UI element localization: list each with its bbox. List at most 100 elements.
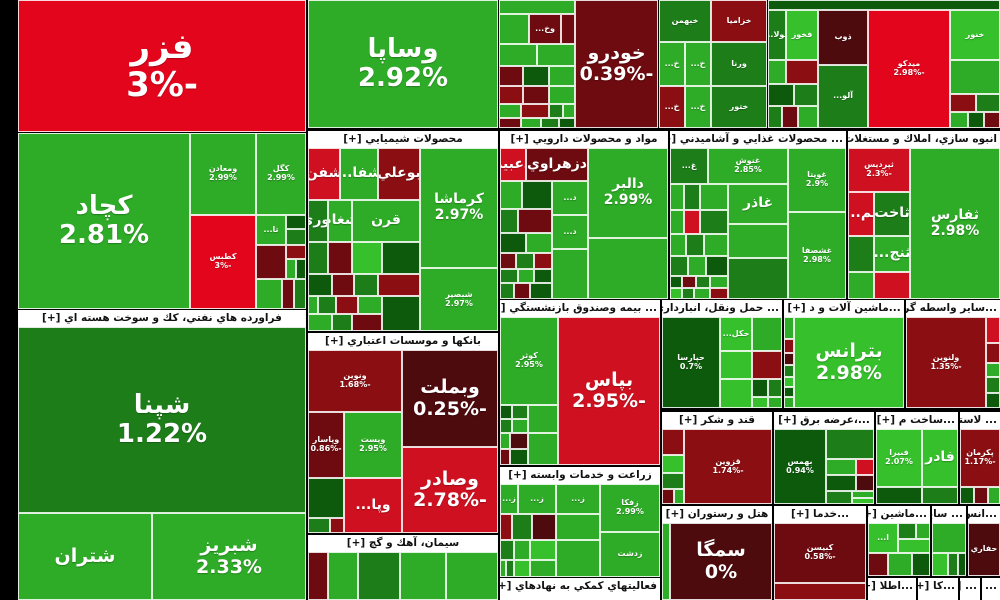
treemap-cell[interactable]: كبيسن -0.58% — [774, 523, 866, 583]
sector-group-services[interactable]: ...خدما [+] كبيسن -0.58% — [774, 506, 866, 600]
treemap-cell[interactable] — [499, 44, 537, 66]
treemap-cell[interactable] — [530, 560, 556, 577]
treemap-cell[interactable] — [378, 274, 420, 296]
treemap-cell[interactable]: بوعلي — [378, 148, 420, 200]
treemap-cell[interactable] — [784, 377, 794, 387]
treemap-cell[interactable] — [852, 491, 874, 498]
treemap-cell[interactable] — [984, 112, 1000, 128]
treemap-cell[interactable] — [256, 245, 286, 279]
treemap-cell[interactable] — [308, 518, 330, 533]
treemap-cell[interactable]: ز... — [500, 484, 518, 514]
sector-group-drilling-services[interactable]: ...انس [+] حفاري — [968, 506, 1000, 576]
treemap-cell[interactable] — [530, 540, 556, 560]
treemap-cell[interactable] — [382, 242, 420, 274]
treemap-cell[interactable] — [986, 393, 1000, 408]
treemap-cell[interactable]: ثپرديس -2.3% — [848, 148, 910, 192]
sector-header[interactable]: زراعت و خدمات وابسته [+] — [500, 467, 660, 484]
sector-header[interactable]: ... حمل ونقل، انبارداري [+] — [662, 300, 782, 317]
treemap-cell[interactable] — [784, 353, 794, 365]
treemap-cell[interactable] — [308, 242, 328, 274]
treemap-cell[interactable] — [308, 314, 332, 331]
treemap-cell[interactable] — [986, 317, 1000, 343]
treemap-cell[interactable]: حفاري — [968, 523, 1000, 576]
treemap-cell[interactable] — [500, 433, 510, 449]
treemap-cell[interactable] — [286, 259, 296, 279]
treemap-cell[interactable]: شبصير 2.97% — [420, 268, 498, 331]
treemap-cell[interactable]: كچاد 2.81% — [18, 133, 190, 309]
treemap-cell[interactable] — [358, 552, 400, 600]
treemap-cell[interactable]: ختور — [711, 86, 767, 128]
treemap-cell[interactable] — [950, 112, 968, 128]
treemap-cell[interactable]: كرماشا 2.97% — [420, 148, 498, 268]
treemap-cell[interactable] — [286, 245, 306, 259]
treemap-cell[interactable] — [794, 84, 818, 106]
treemap-cell[interactable] — [932, 523, 966, 553]
treemap-cell[interactable] — [286, 229, 306, 245]
treemap-cell[interactable] — [848, 272, 874, 299]
treemap-cell[interactable] — [768, 379, 782, 397]
treemap-cell[interactable] — [499, 66, 523, 86]
sector-header[interactable]: ... ساير [+] — [932, 506, 966, 523]
treemap-cell[interactable]: شفا... — [340, 148, 378, 200]
treemap-cell[interactable]: ا... — [868, 523, 898, 553]
treemap-cell[interactable] — [986, 343, 1000, 363]
treemap-cell[interactable]: خ... — [659, 42, 685, 86]
sector-header[interactable]: ...ساير واسطه گر [+] — [906, 300, 1000, 317]
treemap-cell[interactable] — [704, 234, 728, 256]
treemap-cell[interactable] — [948, 553, 958, 576]
treemap-cell[interactable]: خ... — [685, 86, 711, 128]
treemap-cell[interactable] — [328, 552, 358, 600]
treemap-cell[interactable]: وپست 2.95% — [344, 412, 402, 478]
treemap-cell[interactable] — [868, 553, 888, 576]
sector-group-auxiliary-activities[interactable]: فعاليتهاي كمكي به نهادهاي [+] — [500, 578, 660, 600]
treemap-cell[interactable]: خودرو -0.39% — [575, 0, 658, 128]
treemap-cell[interactable] — [898, 523, 916, 539]
treemap-cell[interactable] — [696, 276, 710, 288]
sector-group-metal-ores-block[interactable]: كچاد 2.81% ومعادن 2.99% كگل 2.99% كطبس -3% تا... — [18, 133, 306, 309]
treemap-cell[interactable] — [523, 86, 549, 104]
treemap-cell[interactable] — [528, 405, 558, 433]
treemap-cell[interactable] — [308, 478, 344, 518]
treemap-cell[interactable]: ولنوين -1.35% — [906, 317, 986, 408]
sector-group-petroleum-coke-nuclear[interactable]: فراورده هاي نفتي، كك و سوخت هسته اي [+] ش… — [18, 310, 306, 600]
treemap-cell[interactable]: شفن — [308, 148, 340, 200]
sector-header[interactable]: ... [+] — [982, 578, 1000, 595]
treemap-cell[interactable] — [662, 455, 684, 473]
sector-header[interactable]: ... لاستيك [+] — [960, 412, 1000, 429]
treemap-cell[interactable] — [528, 433, 558, 465]
treemap-cell[interactable] — [874, 272, 910, 299]
treemap-cell[interactable] — [826, 491, 852, 504]
treemap-cell[interactable] — [532, 514, 556, 540]
treemap-cell[interactable] — [318, 296, 336, 314]
sector-group-real-estate[interactable]: انبوه سازي، املاك و مستغلات [+]ثفارس2.98… — [848, 131, 1000, 299]
treemap-cell[interactable] — [510, 433, 528, 449]
treemap-cell[interactable] — [728, 224, 788, 258]
treemap-cell[interactable] — [549, 86, 575, 104]
treemap-cell[interactable]: سمگا 0% — [670, 523, 772, 600]
treemap-cell[interactable]: ميدكو -2.98% — [868, 10, 950, 128]
treemap-cell[interactable] — [296, 259, 306, 279]
treemap-cell[interactable] — [549, 66, 575, 86]
treemap-cell[interactable] — [499, 118, 521, 128]
treemap-cell[interactable] — [670, 256, 688, 276]
treemap-cell[interactable]: وبملت -0.25% — [402, 350, 498, 447]
sector-group-agriculture-services[interactable]: زراعت و خدمات وابسته [+] زفكا 2.99% زدشت ز..… — [500, 467, 660, 577]
treemap-cell[interactable] — [974, 487, 988, 504]
treemap-cell[interactable]: پكرمان -1.17% — [960, 429, 1000, 487]
treemap-cell[interactable] — [500, 540, 514, 560]
treemap-cell[interactable]: بترانس 2.98% — [794, 317, 904, 408]
treemap-cell[interactable] — [662, 523, 670, 600]
sector-group-sugar-industry[interactable]: قند و شكر [+] قزوين -1.74% — [662, 412, 772, 504]
treemap-cell[interactable] — [782, 106, 798, 128]
treemap-cell[interactable] — [500, 233, 526, 253]
treemap-cell[interactable]: ذوب — [818, 10, 868, 65]
treemap-cell[interactable] — [784, 397, 794, 408]
treemap-cell[interactable] — [670, 288, 682, 299]
treemap-cell[interactable] — [958, 553, 966, 576]
treemap-cell[interactable]: غشصفا 2.98% — [788, 212, 846, 299]
sector-group-pharmaceutical-materials[interactable]: مواد و محصولات دارويي [+] دالبر 2.99% دزهرا… — [500, 131, 668, 299]
treemap-cell[interactable]: د... — [552, 215, 588, 249]
sector-header[interactable]: ...كا [+] — [918, 578, 958, 595]
treemap-cell[interactable] — [514, 560, 530, 577]
sector-header[interactable]: ... محصولات غذايي و آشاميدني [+] — [670, 131, 846, 148]
